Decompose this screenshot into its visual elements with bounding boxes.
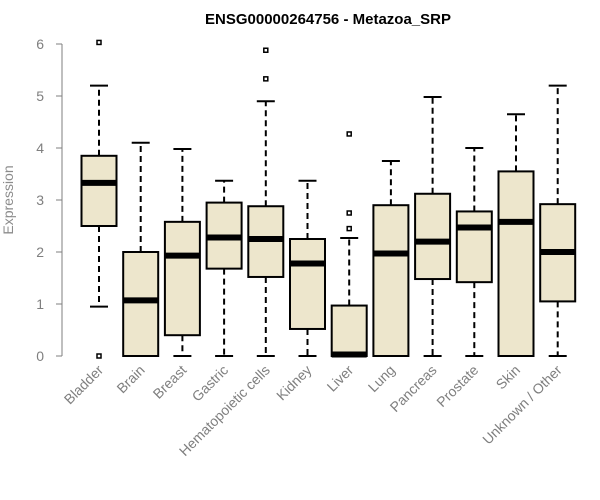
box-iqr (455, 210, 493, 284)
outlier-point (346, 225, 352, 232)
x-tick-label: Lung (365, 362, 398, 395)
box-iqr (372, 204, 410, 357)
y-tick-label: 1 (36, 296, 44, 312)
box-lung (372, 160, 410, 357)
x-tick-label: Prostate (433, 362, 481, 410)
box-iqr (330, 304, 368, 357)
box-pancreas (414, 96, 452, 357)
outlier-point (96, 39, 102, 46)
x-tick-label: Brain (113, 362, 147, 396)
y-axis: 0 1 2 3 4 5 6 (36, 36, 63, 364)
y-tick-label: 6 (36, 36, 44, 52)
box-hematopoietic-cells (247, 47, 285, 357)
y-tick-label: 4 (36, 140, 44, 156)
chart-title: ENSG00000264756 - Metazoa_SRP (205, 11, 451, 28)
outlier-point (346, 210, 352, 216)
x-tick-label: Liver (324, 362, 357, 395)
outlier-point (346, 131, 352, 137)
box-iqr (414, 192, 452, 281)
box-iqr (122, 251, 160, 357)
box-kidney (289, 179, 326, 357)
box-skin (497, 113, 535, 357)
x-tick-label: Unknown / Other (479, 362, 565, 448)
y-tick-label: 0 (36, 348, 44, 364)
x-tick-label: Kidney (273, 362, 315, 404)
box-bladder (80, 39, 118, 359)
x-tick-label: Skin (493, 362, 524, 393)
y-tick-label: 2 (36, 244, 44, 260)
box-iqr (289, 238, 326, 330)
y-tick-label: 5 (36, 88, 44, 104)
x-tick-label: Breast (150, 362, 190, 402)
box-prostate (455, 147, 493, 357)
box-gastric (205, 179, 243, 357)
outlier-point (263, 76, 269, 82)
x-tick-label: Bladder (61, 362, 107, 408)
box-unknown-other (539, 84, 577, 357)
box-brain (122, 141, 160, 357)
box-iqr (80, 154, 118, 227)
y-tick-label: 3 (36, 192, 44, 208)
y-axis-label: Expression (0, 165, 16, 234)
outlier-point (263, 47, 269, 53)
box-breast (163, 148, 201, 357)
boxes-layer (80, 39, 577, 359)
box-iqr (497, 170, 535, 357)
outlier-point (96, 353, 102, 359)
box-iqr (163, 220, 201, 337)
box-liver (330, 131, 368, 358)
